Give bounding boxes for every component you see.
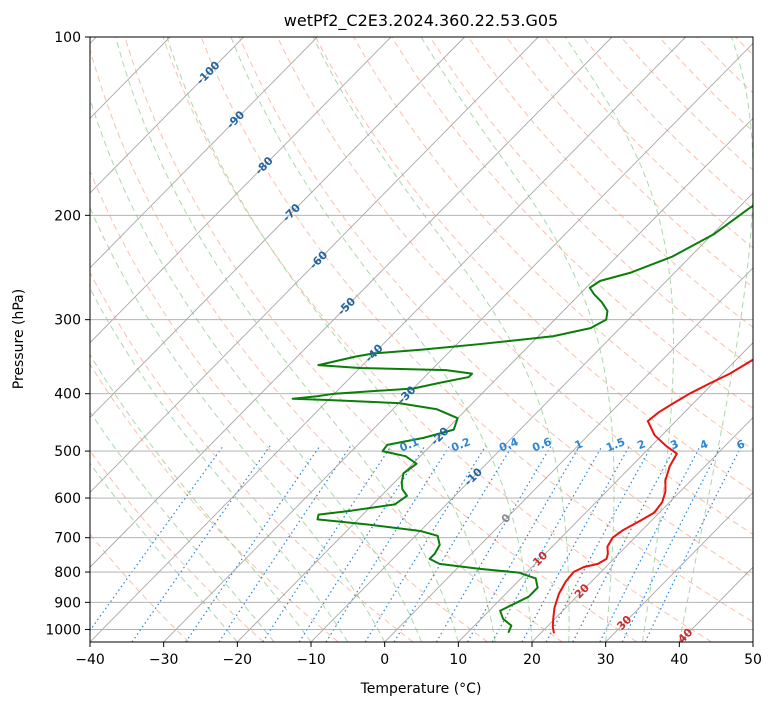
moist-adiabat-line (90, 97, 422, 642)
isotherm-line (237, 117, 753, 642)
y-axis-label: Pressure (hPa) (11, 289, 27, 389)
x-axis-label: Temperature (°C) (360, 681, 482, 697)
moist-adiabat-line (564, 37, 675, 642)
background-lines (90, 37, 753, 642)
dry-adiabat-line (124, 37, 638, 642)
plot-frame (89, 36, 754, 643)
isotherm-line (458, 342, 753, 642)
dry-adiabat-line (391, 37, 753, 409)
dry-adiabat-line (90, 449, 264, 642)
moist-adiabat-line (115, 37, 459, 642)
x-tick-label: 20 (523, 652, 541, 668)
dry-adiabat-line (238, 37, 753, 579)
y-tick-label: 500 (54, 444, 81, 460)
mixing-ratio-line (218, 445, 352, 642)
isotherm-line (90, 37, 613, 568)
dry-adiabat-line (200, 37, 753, 623)
x-tick-label: −20 (223, 652, 253, 668)
y-tick-label: 1000 (45, 622, 81, 638)
y-tick-label: 100 (54, 30, 81, 46)
moist-adiabat-line (420, 37, 615, 642)
axes: −40 −30 −20 −10 0 10 20 30 40 50 100 200 300 400 500 60… (45, 30, 762, 668)
moist-adiabat-line (312, 37, 570, 642)
x-tick-label: 30 (597, 652, 615, 668)
moist-adiabat-line (166, 37, 496, 642)
dry-adiabat-line (90, 169, 488, 642)
dry-adiabat-line (429, 37, 753, 369)
mixing-ratio-label: 1 (573, 437, 585, 452)
y-tick-label: 300 (54, 313, 81, 329)
mixing-ratio-line (131, 445, 271, 642)
isotherm-line (531, 416, 753, 642)
mixing-ratio-line (364, 445, 487, 642)
mixing-ratio-label: 2 (635, 437, 647, 452)
moist-adiabat-line (90, 462, 238, 642)
isotherm-line (90, 37, 392, 344)
mixing-ratio-label: 3 (669, 437, 681, 452)
x-tick-label: −40 (75, 652, 105, 668)
isotherm-line (90, 37, 244, 194)
moist-adiabat-line (90, 287, 349, 642)
isotherm-line (605, 491, 753, 642)
mixing-ratio-line (325, 445, 451, 642)
y-tick-label: 400 (54, 387, 81, 403)
x-tick-label: 0 (380, 652, 389, 668)
mixing-ratio-line (491, 445, 603, 642)
moist-adiabat-line (230, 37, 533, 642)
mixing-ratio-line (466, 445, 581, 642)
moist-adiabat-line (678, 37, 753, 642)
mixing-ratio-line (545, 445, 653, 642)
dry-adiabat-line (353, 37, 753, 451)
mixing-ratio-line (435, 445, 552, 642)
moist-adiabat-line (90, 206, 386, 642)
sounding-profiles (291, 204, 753, 634)
chart-title: wetPf2_C2E3.2024.360.22.53.G05 (284, 11, 558, 31)
isotherm-line (310, 192, 753, 642)
dry-adiabat-line (315, 37, 753, 493)
x-tick-label: 10 (449, 652, 467, 668)
isotherm-line (90, 37, 318, 269)
x-tick-label: 40 (670, 652, 688, 668)
mixing-ratio-line (521, 445, 630, 642)
y-tick-label: 700 (54, 531, 81, 547)
x-tick-label: 50 (744, 652, 762, 668)
isotherm-line (384, 267, 753, 642)
y-tick-label: 900 (54, 595, 81, 611)
mixing-ratio-line (262, 445, 392, 642)
moist-adiabat-line (90, 410, 275, 642)
dry-adiabat-line (162, 37, 712, 642)
dry-adiabat-line (90, 47, 563, 642)
isotherm-line (163, 42, 753, 642)
dry-adiabat-line (505, 37, 753, 289)
dewpoint-profile-line (291, 204, 753, 634)
dry-adiabat-line (467, 37, 753, 328)
isotherm-line (90, 37, 465, 419)
temperature-profile-line (551, 358, 753, 634)
mixing-ratio-line (298, 445, 426, 642)
x-tick-label: −10 (296, 652, 326, 668)
x-tick-label: −30 (149, 652, 179, 668)
y-tick-label: 200 (54, 208, 81, 224)
y-tick-label: 600 (54, 491, 81, 507)
y-tick-label: 800 (54, 565, 81, 581)
isotherm-line (90, 37, 539, 493)
isotherm-line (90, 37, 686, 642)
